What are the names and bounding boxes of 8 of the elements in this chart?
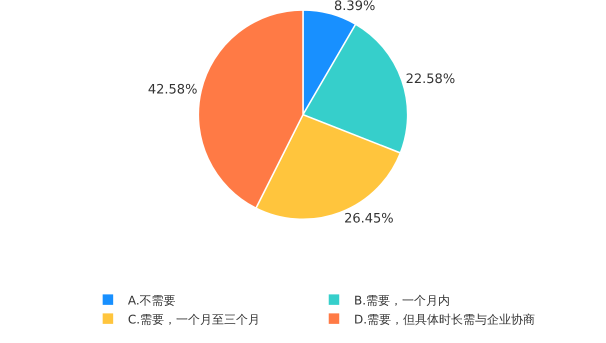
legend-label: A.不需要 xyxy=(128,293,176,308)
legend-label: D.需要，但具体时长需与企业协商 xyxy=(354,312,536,326)
data-label: 22.58% xyxy=(406,72,456,88)
data-label: 42.58% xyxy=(148,82,198,98)
legend-label: B.需要，一个月内 xyxy=(354,293,450,308)
data-label: 8.39% xyxy=(334,0,376,14)
data-label: 26.45% xyxy=(344,211,394,226)
legend-label: C.需要，一个月至三个月 xyxy=(128,312,260,326)
